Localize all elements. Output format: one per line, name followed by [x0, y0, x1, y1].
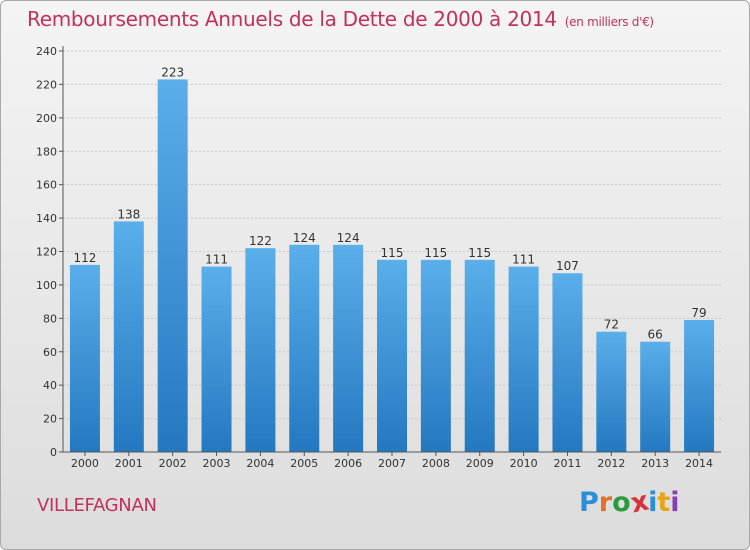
y-tick-label: 120: [36, 246, 57, 259]
bar-2014: [684, 320, 715, 452]
x-tick-label: 2005: [290, 457, 318, 470]
bar-2009: [464, 259, 495, 452]
y-tick-label: 80: [43, 312, 57, 325]
y-tick-label: 160: [36, 179, 57, 192]
x-tick-label: 2014: [685, 457, 713, 470]
bar-2005: [289, 244, 320, 452]
y-tick-label: 140: [36, 212, 57, 225]
logo-letter: t: [657, 487, 671, 518]
x-tick-label: 2003: [203, 457, 231, 470]
bar-value-label: 115: [468, 246, 491, 260]
x-tick-label: 2008: [422, 457, 450, 470]
bar-value-label: 111: [205, 253, 228, 267]
logo-letter: r: [598, 487, 613, 518]
bar-2004: [245, 248, 276, 452]
logo-letter: P: [579, 487, 599, 518]
bars: 112 138 223 111 122 124 124 115 115 115 111 107 72 66…: [69, 65, 715, 452]
x-tick-label: 2009: [466, 457, 494, 470]
bar-2006: [333, 244, 364, 452]
bar-value-label: 138: [117, 207, 140, 221]
logo-letter: i: [648, 487, 658, 518]
y-tick-label: 180: [36, 145, 57, 158]
y-tick-label: 240: [36, 45, 57, 58]
y-tick-label: 220: [36, 78, 57, 91]
bar-value-label: 124: [293, 231, 316, 245]
proxiti-logo: Proxiti: [579, 486, 680, 520]
x-tick-label: 2001: [115, 457, 143, 470]
bar-2013: [640, 341, 671, 452]
y-tick-label: 40: [43, 379, 57, 392]
x-tick-label: 2000: [71, 457, 99, 470]
bar-2001: [113, 221, 144, 452]
x-tick-label: 2004: [246, 457, 274, 470]
bar-2000: [69, 264, 100, 452]
x-tick-label: 2006: [334, 457, 362, 470]
bar-value-label: 66: [648, 328, 663, 342]
bar-value-label: 115: [424, 246, 447, 260]
bar-2007: [377, 259, 407, 452]
bar-2008: [420, 259, 451, 452]
x-tick-label: 2002: [159, 457, 187, 470]
commune-name: VILLEFAGNAN: [37, 495, 157, 516]
bar-2002: [157, 79, 188, 452]
logo-letter: o: [612, 487, 631, 518]
chart-title: Remboursements Annuels de la Dette de 20…: [27, 7, 654, 31]
bar-value-label: 115: [381, 246, 404, 260]
y-tick-label: 200: [36, 112, 57, 125]
x-tick-label: 2013: [641, 457, 669, 470]
bar-2010: [508, 266, 539, 452]
y-tick-label: 100: [36, 279, 57, 292]
bar-value-label: 122: [249, 234, 272, 248]
bar-value-label: 79: [691, 306, 706, 320]
x-tick-label: 2012: [597, 457, 625, 470]
chart-unit: (en milliers d'€): [564, 15, 654, 29]
bar-value-label: 111: [512, 253, 535, 267]
logo-letter: i: [670, 487, 680, 518]
bar-value-label: 107: [556, 259, 579, 273]
bar-2011: [552, 273, 583, 452]
y-tick-label: 0: [50, 446, 57, 459]
bar-value-label: 124: [337, 231, 360, 245]
x-tick-label: 2007: [378, 457, 406, 470]
chart-title-text: Remboursements Annuels de la Dette de 20…: [27, 7, 557, 31]
y-tick-label: 60: [43, 346, 57, 359]
y-tick-label: 20: [43, 413, 57, 426]
bar-2003: [201, 266, 232, 452]
bar-value-label: 72: [604, 318, 619, 332]
axes: 0 20 40 60 80 100 120 140 160 180 200 220 240 2000 200…: [36, 45, 721, 470]
bar-value-label: 223: [161, 65, 184, 79]
x-tick-label: 2011: [553, 457, 581, 470]
x-tick-label: 2010: [510, 457, 538, 470]
bar-value-label: 112: [73, 251, 96, 265]
bar-2012: [596, 331, 627, 452]
